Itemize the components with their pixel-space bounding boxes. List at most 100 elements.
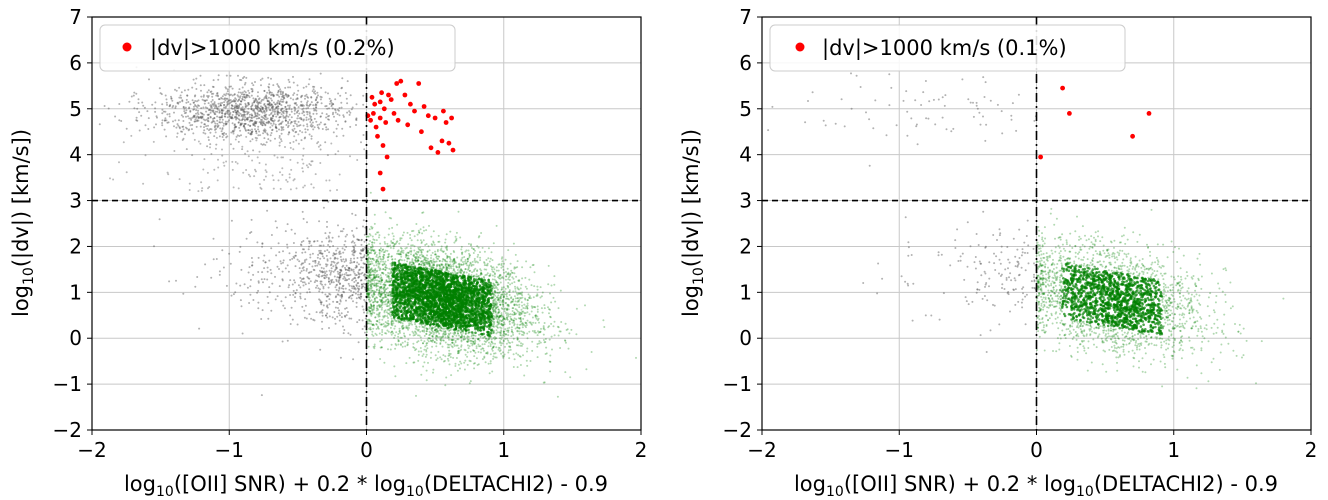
- left-good-point: [461, 290, 465, 293]
- left-good-point: [410, 253, 412, 256]
- left-good-point: [487, 247, 490, 250]
- left-good-point: [377, 325, 379, 328]
- left-good-point: [512, 337, 515, 340]
- left-good-point: [549, 308, 551, 311]
- left-good-point: [523, 374, 526, 377]
- left-good-point: [502, 339, 505, 342]
- left-good-point: [532, 263, 535, 266]
- left-good-point: [467, 338, 470, 341]
- left-good-point: [441, 260, 444, 263]
- left-good-point: [388, 290, 391, 293]
- left-good-point: [536, 356, 539, 359]
- left-good-point: [367, 281, 370, 284]
- left-good-point: [384, 303, 387, 306]
- left-good-point: [411, 265, 415, 269]
- left-good-point: [436, 329, 439, 332]
- left-good-point: [487, 345, 490, 348]
- left-good-point: [371, 289, 374, 292]
- left-good-point: [420, 373, 423, 376]
- left-good-point: [508, 323, 511, 325]
- left-good-point: [390, 333, 393, 336]
- left-good-point: [415, 223, 418, 225]
- left-good-point: [392, 322, 395, 325]
- left-good-point: [429, 331, 432, 334]
- left-good-point: [407, 324, 410, 327]
- left-good-point: [420, 350, 423, 353]
- left-good-point: [493, 284, 496, 287]
- left-good-point: [384, 268, 387, 271]
- left-good-point: [474, 334, 477, 337]
- left-good-point: [492, 302, 494, 305]
- left-good-point: [494, 356, 497, 359]
- left-good-point: [520, 313, 523, 315]
- left-good-point: [513, 317, 516, 320]
- left-good-point: [405, 326, 407, 329]
- left-good-point: [468, 254, 471, 257]
- left-good-point: [476, 269, 479, 272]
- left-good-point: [477, 246, 480, 249]
- left-good-point: [369, 283, 372, 286]
- left-good-point: [442, 250, 445, 253]
- left-good-point: [526, 302, 529, 305]
- left-good-point: [413, 295, 417, 299]
- left-good-point: [505, 275, 507, 278]
- left-good-point: [406, 274, 409, 278]
- left-good-point: [530, 305, 533, 308]
- left-good-point: [489, 257, 492, 260]
- left-good-point: [416, 233, 419, 236]
- left-good-point: [504, 328, 507, 331]
- left-good-point: [522, 310, 525, 313]
- left-good-point: [488, 274, 491, 277]
- left-good-point: [499, 326, 502, 329]
- left-good-point: [378, 304, 381, 307]
- left-good-point: [550, 322, 553, 325]
- left-good-point: [507, 278, 510, 281]
- left-good-point: [439, 301, 442, 305]
- left-good-point: [445, 289, 449, 293]
- left-good-point: [423, 348, 426, 351]
- left-good-point: [449, 265, 452, 268]
- left-good-point: [458, 262, 461, 265]
- left-good-point: [377, 260, 380, 263]
- left-good-point: [421, 355, 424, 357]
- left-good-point: [465, 331, 467, 334]
- left-good-point: [471, 320, 474, 324]
- left-good-point: [466, 336, 469, 339]
- left-good-point: [385, 299, 388, 302]
- left-good-point: [418, 266, 421, 269]
- left-good-point: [491, 270, 494, 273]
- left-good-point: [423, 263, 425, 266]
- left-good-point: [421, 325, 424, 328]
- left-good-point: [474, 288, 478, 291]
- left-good-point: [497, 283, 500, 286]
- left-good-point: [504, 345, 506, 348]
- left-good-point: [409, 296, 413, 300]
- left-good-point: [373, 306, 376, 309]
- left-good-point: [379, 323, 382, 326]
- left-good-point: [446, 357, 449, 360]
- left-good-point: [417, 259, 420, 262]
- left-good-point: [382, 268, 385, 271]
- left-good-point: [480, 332, 483, 336]
- left-good-point: [487, 280, 491, 284]
- left-good-point: [419, 336, 422, 339]
- left-good-point: [492, 302, 495, 305]
- left-good-point: [518, 340, 521, 343]
- left-good-point: [413, 303, 417, 307]
- left-good-point: [404, 335, 406, 338]
- left-good-point: [518, 313, 521, 316]
- left-good-point: [456, 344, 459, 347]
- left-good-point: [517, 344, 520, 347]
- left-good-point: [460, 362, 463, 365]
- left-good-point: [421, 329, 424, 332]
- left-good-point: [368, 300, 371, 303]
- left-good-point: [495, 329, 498, 332]
- left-good-point: [503, 334, 506, 337]
- left-good-point: [373, 304, 375, 307]
- left-good-point: [480, 277, 483, 280]
- left-good-point: [457, 347, 460, 350]
- left-good-point: [394, 258, 397, 261]
- left-good-point: [391, 242, 394, 245]
- left-good-point: [424, 266, 427, 269]
- left-good-point: [423, 318, 427, 322]
